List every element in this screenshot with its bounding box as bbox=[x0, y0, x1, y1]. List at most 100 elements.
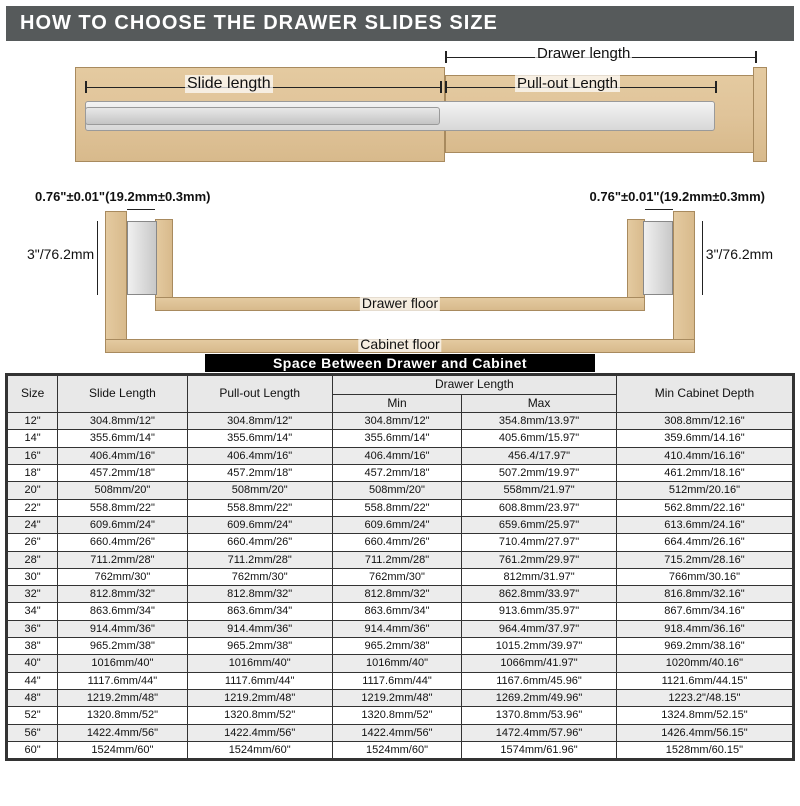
cell-min: 457.2mm/18" bbox=[332, 465, 461, 482]
cell-slide: 812.8mm/32" bbox=[58, 586, 187, 603]
cell-size: 12" bbox=[8, 413, 58, 430]
cell-depth: 969.2mm/38.16" bbox=[616, 638, 792, 655]
cell-min: 965.2mm/38" bbox=[332, 638, 461, 655]
cell-min: 558.8mm/22" bbox=[332, 499, 461, 516]
table-row: 34"863.6mm/34"863.6mm/34"863.6mm/34"913.… bbox=[8, 603, 793, 620]
cell-pull: 965.2mm/38" bbox=[187, 638, 332, 655]
cell-depth: 359.6mm/14.16" bbox=[616, 430, 792, 447]
cell-size: 30" bbox=[8, 568, 58, 585]
cell-depth: 1528mm/60.15" bbox=[616, 741, 792, 758]
cell-size: 40" bbox=[8, 655, 58, 672]
cell-max: 659.6mm/25.97" bbox=[462, 516, 617, 533]
cell-slide: 660.4mm/26" bbox=[58, 534, 187, 551]
diagram-area: Slide length Drawer length Pull-out Leng… bbox=[5, 41, 795, 371]
cell-pull: 1524mm/60" bbox=[187, 741, 332, 758]
th-pullout: Pull-out Length bbox=[187, 376, 332, 413]
cell-min: 609.6mm/24" bbox=[332, 516, 461, 533]
cell-max: 862.8mm/33.97" bbox=[462, 586, 617, 603]
space-label-bar: Space Between Drawer and Cabinet bbox=[205, 354, 595, 372]
cell-max: 1472.4mm/57.96" bbox=[462, 724, 617, 741]
cell-slide: 711.2mm/28" bbox=[58, 551, 187, 568]
cell-size: 14" bbox=[8, 430, 58, 447]
cell-pull: 762mm/30" bbox=[187, 568, 332, 585]
cell-max: 710.4mm/27.97" bbox=[462, 534, 617, 551]
cell-size: 28" bbox=[8, 551, 58, 568]
cell-min: 1219.2mm/48" bbox=[332, 689, 461, 706]
cell-depth: 562.8mm/22.16" bbox=[616, 499, 792, 516]
cell-max: 608.8mm/23.97" bbox=[462, 499, 617, 516]
cell-pull: 609.6mm/24" bbox=[187, 516, 332, 533]
cell-pull: 812.8mm/32" bbox=[187, 586, 332, 603]
cell-max: 1370.8mm/53.96" bbox=[462, 707, 617, 724]
table-row: 60"1524mm/60"1524mm/60"1524mm/60"1574mm/… bbox=[8, 741, 793, 758]
cell-min: 660.4mm/26" bbox=[332, 534, 461, 551]
tolerance-left: 0.76"±0.01"(19.2mm±0.3mm) bbox=[35, 189, 210, 204]
cell-size: 34" bbox=[8, 603, 58, 620]
cell-size: 38" bbox=[8, 638, 58, 655]
cell-pull: 457.2mm/18" bbox=[187, 465, 332, 482]
table-row: 38"965.2mm/38"965.2mm/38"965.2mm/38"1015… bbox=[8, 638, 793, 655]
drawer-length-label: Drawer length bbox=[535, 45, 632, 62]
cell-min: 304.8mm/12" bbox=[332, 413, 461, 430]
cell-pull: 1320.8mm/52" bbox=[187, 707, 332, 724]
th-min: Min bbox=[332, 394, 461, 413]
cell-max: 354.8mm/13.97" bbox=[462, 413, 617, 430]
cell-min: 711.2mm/28" bbox=[332, 551, 461, 568]
cell-pull: 711.2mm/28" bbox=[187, 551, 332, 568]
cell-max: 558mm/21.97" bbox=[462, 482, 617, 499]
cell-depth: 512mm/20.16" bbox=[616, 482, 792, 499]
table-row: 20"508mm/20"508mm/20"508mm/20"558mm/21.9… bbox=[8, 482, 793, 499]
table-row: 24"609.6mm/24"609.6mm/24"609.6mm/24"659.… bbox=[8, 516, 793, 533]
cell-size: 16" bbox=[8, 447, 58, 464]
cell-slide: 863.6mm/34" bbox=[58, 603, 187, 620]
cell-size: 32" bbox=[8, 586, 58, 603]
cell-slide: 1320.8mm/52" bbox=[58, 707, 187, 724]
cell-max: 1167.6mm/45.96" bbox=[462, 672, 617, 689]
cell-size: 18" bbox=[8, 465, 58, 482]
cell-pull: 355.6mm/14" bbox=[187, 430, 332, 447]
table-row: 44"1117.6mm/44"1117.6mm/44"1117.6mm/44"1… bbox=[8, 672, 793, 689]
cell-min: 1117.6mm/44" bbox=[332, 672, 461, 689]
table-row: 52"1320.8mm/52"1320.8mm/52"1320.8mm/52"1… bbox=[8, 707, 793, 724]
cell-min: 355.6mm/14" bbox=[332, 430, 461, 447]
cell-pull: 1219.2mm/48" bbox=[187, 689, 332, 706]
table-row: 32"812.8mm/32"812.8mm/32"812.8mm/32"862.… bbox=[8, 586, 793, 603]
cell-size: 26" bbox=[8, 534, 58, 551]
cell-depth: 867.6mm/34.16" bbox=[616, 603, 792, 620]
cell-slide: 1016mm/40" bbox=[58, 655, 187, 672]
cell-size: 60" bbox=[8, 741, 58, 758]
cell-size: 48" bbox=[8, 689, 58, 706]
cabinet-floor-label: Cabinet floor bbox=[358, 336, 441, 352]
table-row: 30"762mm/30"762mm/30"762mm/30"812mm/31.9… bbox=[8, 568, 793, 585]
cell-size: 36" bbox=[8, 620, 58, 637]
cell-depth: 816.8mm/32.16" bbox=[616, 586, 792, 603]
cell-size: 56" bbox=[8, 724, 58, 741]
cell-pull: 1016mm/40" bbox=[187, 655, 332, 672]
cell-depth: 1223.2"/48.15" bbox=[616, 689, 792, 706]
cell-max: 1574mm/61.96" bbox=[462, 741, 617, 758]
table-row: 18"457.2mm/18"457.2mm/18"457.2mm/18"507.… bbox=[8, 465, 793, 482]
cell-depth: 918.4mm/36.16" bbox=[616, 620, 792, 637]
th-max: Max bbox=[462, 394, 617, 413]
cell-pull: 914.4mm/36" bbox=[187, 620, 332, 637]
page-title: HOW TO CHOOSE THE DRAWER SLIDES SIZE bbox=[6, 6, 794, 41]
cell-pull: 508mm/20" bbox=[187, 482, 332, 499]
cell-slide: 355.6mm/14" bbox=[58, 430, 187, 447]
cell-slide: 1117.6mm/44" bbox=[58, 672, 187, 689]
cell-pull: 1117.6mm/44" bbox=[187, 672, 332, 689]
cell-depth: 1020mm/40.16" bbox=[616, 655, 792, 672]
cell-slide: 965.2mm/38" bbox=[58, 638, 187, 655]
cell-size: 22" bbox=[8, 499, 58, 516]
cell-depth: 1121.6mm/44.15" bbox=[616, 672, 792, 689]
table-row: 36"914.4mm/36"914.4mm/36"914.4mm/36"964.… bbox=[8, 620, 793, 637]
cell-pull: 1422.4mm/56" bbox=[187, 724, 332, 741]
height-right: 3"/76.2mm bbox=[704, 246, 775, 262]
cell-pull: 863.6mm/34" bbox=[187, 603, 332, 620]
cell-depth: 1426.4mm/56.15" bbox=[616, 724, 792, 741]
cell-pull: 406.4mm/16" bbox=[187, 447, 332, 464]
table-row: 28"711.2mm/28"711.2mm/28"711.2mm/28"761.… bbox=[8, 551, 793, 568]
table-row: 16"406.4mm/16"406.4mm/16"406.4mm/16"456.… bbox=[8, 447, 793, 464]
table-row: 56"1422.4mm/56"1422.4mm/56"1422.4mm/56"1… bbox=[8, 724, 793, 741]
table-row: 26"660.4mm/26"660.4mm/26"660.4mm/26"710.… bbox=[8, 534, 793, 551]
th-drawer: Drawer Length bbox=[332, 376, 616, 395]
